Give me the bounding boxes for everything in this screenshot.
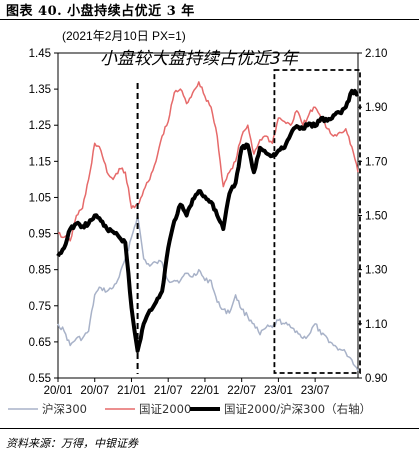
highlight-dashed-box	[273, 69, 361, 374]
left-tick-label: 1.45	[29, 48, 51, 60]
right-tick-label: 0.90	[365, 373, 387, 385]
left-tick-label: 1.15	[29, 156, 51, 168]
legend: 沪深300 国证2000 国证2000/沪深300（右轴）	[8, 402, 371, 416]
axis-ticks: 1.45 1.35 1.25 1.15 1.05 0.95 0.85 0.75 0.65 0.55…	[29, 48, 388, 397]
header-rule	[0, 19, 419, 20]
legend-label: 国证2000/沪深300（右轴）	[224, 402, 371, 416]
left-tick-label: 1.05	[29, 192, 51, 204]
right-tick-label: 2.10	[365, 48, 387, 60]
source-rule	[0, 428, 419, 429]
source-note: 资料来源：万得，中银证券	[6, 437, 138, 450]
right-tick-label: 1.90	[365, 102, 387, 114]
left-tick-label: 0.75	[29, 301, 51, 313]
left-tick-label: 0.95	[29, 229, 51, 241]
x-tick-label: 22/01	[191, 385, 220, 397]
series-line-1	[57, 81, 359, 242]
line-chart: 1.45 1.35 1.25 1.15 1.05 0.95 0.85 0.75 0.65 0.55…	[8, 29, 388, 416]
x-tick-label: 23/07	[301, 385, 330, 397]
right-tick-label: 1.50	[365, 211, 387, 223]
left-tick-label: 0.55	[29, 373, 51, 385]
right-tick-label: 1.30	[365, 265, 387, 277]
series-line-2	[56, 88, 360, 353]
chart-headline: 小盘较大盘持续占优近3年	[100, 49, 300, 69]
x-tick-label: 21/07	[154, 385, 183, 397]
right-tick-label: 1.70	[365, 156, 387, 168]
chart-annotations	[136, 69, 361, 374]
x-tick-label: 23/01	[264, 385, 293, 397]
legend-label: 沪深300	[42, 402, 87, 416]
x-tick-label: 22/07	[227, 385, 256, 397]
right-tick-label: 1.10	[365, 319, 387, 331]
figure-title: 图表 40. 小盘持续占优近 3 年	[6, 4, 195, 19]
x-tick-label: 21/01	[117, 385, 146, 397]
left-tick-label: 0.65	[29, 337, 51, 349]
series-line-0	[57, 214, 359, 372]
x-tick-label: 20/01	[44, 385, 73, 397]
base-note: (2021年2月10日 PX=1)	[62, 29, 186, 43]
left-tick-label: 1.35	[29, 84, 51, 96]
legend-label: 国证2000	[139, 402, 191, 416]
left-tick-label: 0.85	[29, 265, 51, 277]
figure-header: 图表 40. 小盘持续占优近 3 年	[0, 0, 419, 20]
chart-marks	[56, 81, 360, 372]
x-tick-label: 20/07	[80, 385, 109, 397]
left-tick-label: 1.25	[29, 120, 51, 132]
